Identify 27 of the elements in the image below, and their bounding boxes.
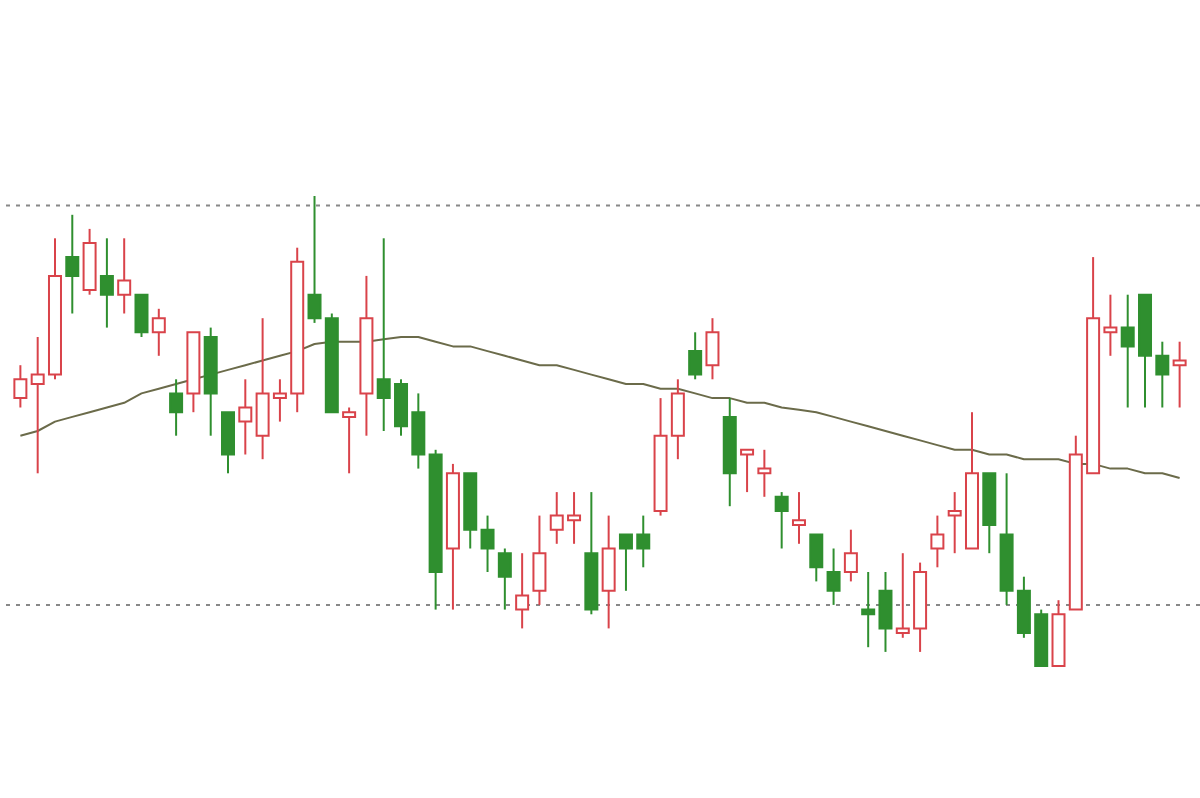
candlestick <box>238 378 253 456</box>
candlestick <box>688 331 703 381</box>
candlestick <box>757 448 772 498</box>
candlestick <box>740 448 755 494</box>
candlestick <box>134 293 149 338</box>
candlestick <box>221 411 236 475</box>
candlestick <box>65 213 80 315</box>
candlestick <box>532 514 547 606</box>
candlestick <box>791 491 806 545</box>
candlestick <box>601 514 616 630</box>
candlestick <box>1172 340 1187 409</box>
candlestick <box>843 528 858 583</box>
candlestick <box>82 227 97 296</box>
candlestick <box>705 317 720 381</box>
candlestick <box>480 514 495 573</box>
candlestick <box>151 307 166 357</box>
candlestick <box>515 552 530 630</box>
candlestick <box>497 547 512 611</box>
candlestick <box>342 406 357 475</box>
candlestick <box>930 514 945 569</box>
candlestick <box>826 547 841 606</box>
candlestick <box>117 237 132 315</box>
candlestick <box>13 364 28 409</box>
candlestick <box>99 237 114 329</box>
candlestick <box>809 533 824 583</box>
candlestick <box>774 491 789 550</box>
candlestick <box>169 378 184 437</box>
